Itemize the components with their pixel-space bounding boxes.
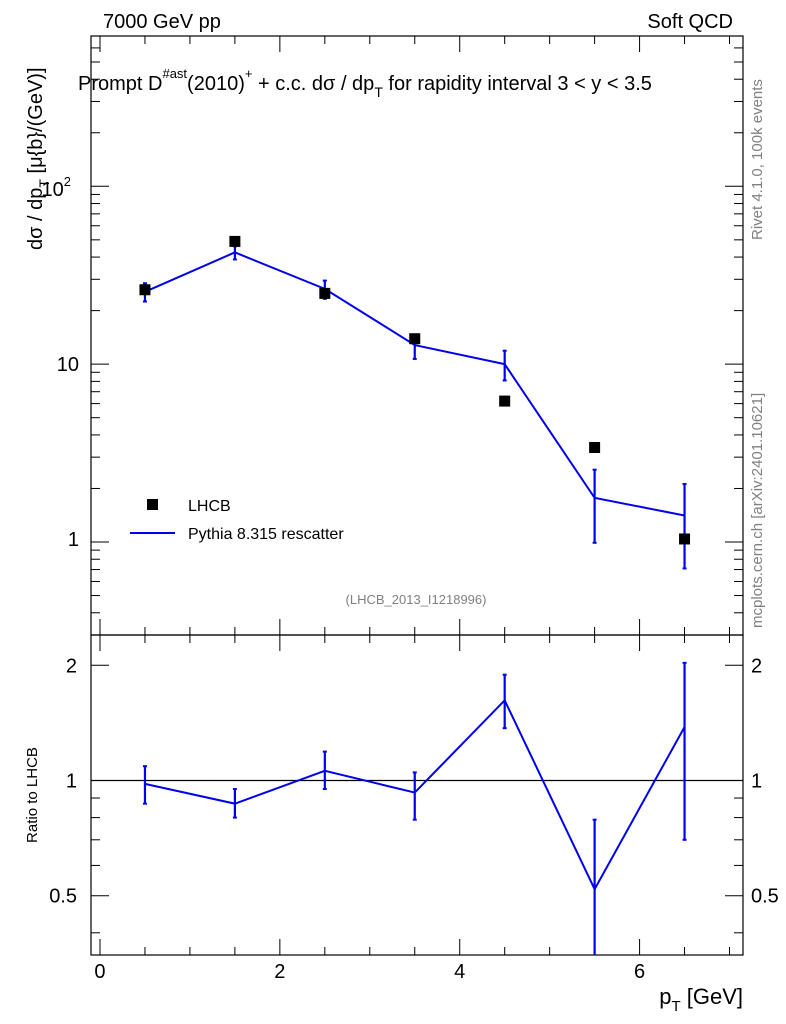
main-title: Prompt D#ast(2010)+ + c.c. dσ / dpT for … [78,66,652,100]
title-sup: #ast [162,66,187,81]
legend-lhcb-marker [147,499,158,510]
xlabel: pT [GeV] [659,984,743,1015]
side-version: Rivet 4.1.0, 100k events [749,79,766,240]
main-ylabel-text: dσ / dp [25,188,47,250]
xlabel-unit: [GeV] [681,984,743,1009]
ratio-ytick-label-right: 0.5 [751,886,779,908]
main-axis-ticks [91,35,743,636]
ratio-ytick-label: 1 [66,771,77,793]
side-site: mcplots.cern.ch [arXiv:2401.10621] [749,393,766,628]
ratio-ytick-label-right: 2 [751,655,762,677]
ratio-tick-labels: 0.5 0.5 1 1 2 2 0 2 4 6 [49,655,779,983]
lhcb-point [409,333,421,345]
header-energy: 7000 GeV pp [103,11,221,33]
lhcb-point [679,533,691,545]
xtick-label: 6 [634,961,645,983]
ratio-ytick-label: 0.5 [49,886,77,908]
lhcb-point [589,441,601,453]
ytick-label-1: 1 [68,529,79,551]
ratio-pythia-series [142,661,687,955]
lhcb-point [139,284,151,296]
lhcb-point [229,235,241,247]
xtick-label: 4 [454,961,465,983]
ratio-ylabel: Ratio to LHCB [24,747,41,843]
lhcb-point [319,287,331,299]
lhcb-point [499,395,511,407]
legend-pythia-label: Pythia 8.315 rescatter [188,526,344,543]
pythia-series [142,245,687,570]
xlabel-text: p [659,984,671,1009]
title-sup2: + [245,66,253,81]
header-category: Soft QCD [647,11,733,33]
main-ylabel-unit: [μ{b}/(GeV)] [25,67,47,179]
title-prefix: Prompt D [78,73,162,95]
title-mid: (2010) [187,73,245,95]
ytick-label-10: 10 [57,354,79,376]
ratio-ytick-label-right: 1 [751,771,762,793]
ratio-axis-ticks [91,635,743,955]
main-ylabel: dσ / dpT [μ{b}/(GeV)] [25,67,52,250]
title-sub: T [374,84,383,100]
title-tail: for rapidity interval 3 < y < 3.5 [383,73,652,95]
analysis-label: (LHCB_2013_I1218996) [346,592,487,607]
xtick-label: 0 [94,961,105,983]
xtick-label: 2 [274,961,285,983]
ratio-ytick-label: 2 [66,655,77,677]
xlabel-sub: T [671,998,680,1015]
lhcb-series [139,235,691,545]
legend-lhcb-label: LHCB [188,498,231,515]
ytick-label-100: 102 [42,174,71,201]
pythia-line [144,251,685,517]
ratio-panel-frame [90,634,744,956]
main-ylabel-sub: T [36,179,52,188]
title-rest: + c.c. dσ / dp [252,73,374,95]
